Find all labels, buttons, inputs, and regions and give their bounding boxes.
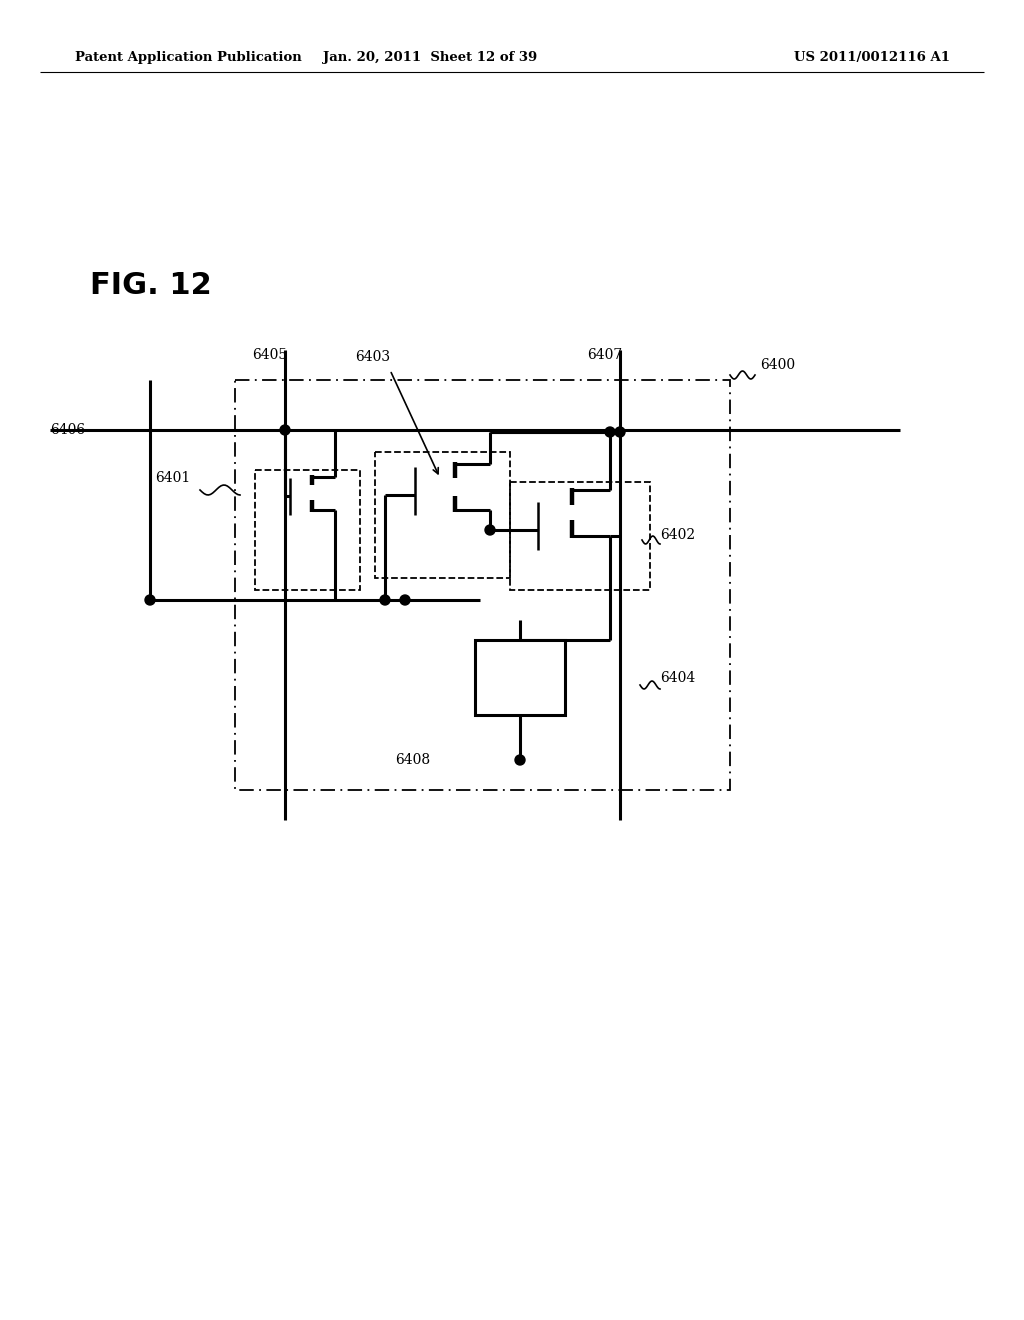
Text: US 2011/0012116 A1: US 2011/0012116 A1 <box>794 50 950 63</box>
Text: 6403: 6403 <box>355 350 390 364</box>
Circle shape <box>280 425 290 436</box>
Circle shape <box>400 595 410 605</box>
Bar <box>234 380 730 789</box>
Bar <box>510 482 650 590</box>
Circle shape <box>605 426 615 437</box>
Text: 6402: 6402 <box>660 528 695 543</box>
Bar <box>475 640 565 715</box>
Text: 6406: 6406 <box>50 422 85 437</box>
Text: Jan. 20, 2011  Sheet 12 of 39: Jan. 20, 2011 Sheet 12 of 39 <box>323 50 538 63</box>
Bar <box>255 470 360 590</box>
Circle shape <box>485 525 495 535</box>
Circle shape <box>515 755 525 766</box>
Text: 6408: 6408 <box>395 752 430 767</box>
Text: 6401: 6401 <box>155 471 190 484</box>
Text: 6407: 6407 <box>588 348 623 362</box>
Text: 6404: 6404 <box>660 671 695 685</box>
Bar <box>375 451 510 578</box>
Text: 6400: 6400 <box>760 358 795 372</box>
Circle shape <box>615 426 625 437</box>
Circle shape <box>380 595 390 605</box>
Circle shape <box>145 595 155 605</box>
Text: Patent Application Publication: Patent Application Publication <box>75 50 302 63</box>
Text: 6405: 6405 <box>253 348 288 362</box>
Text: FIG. 12: FIG. 12 <box>90 271 212 300</box>
